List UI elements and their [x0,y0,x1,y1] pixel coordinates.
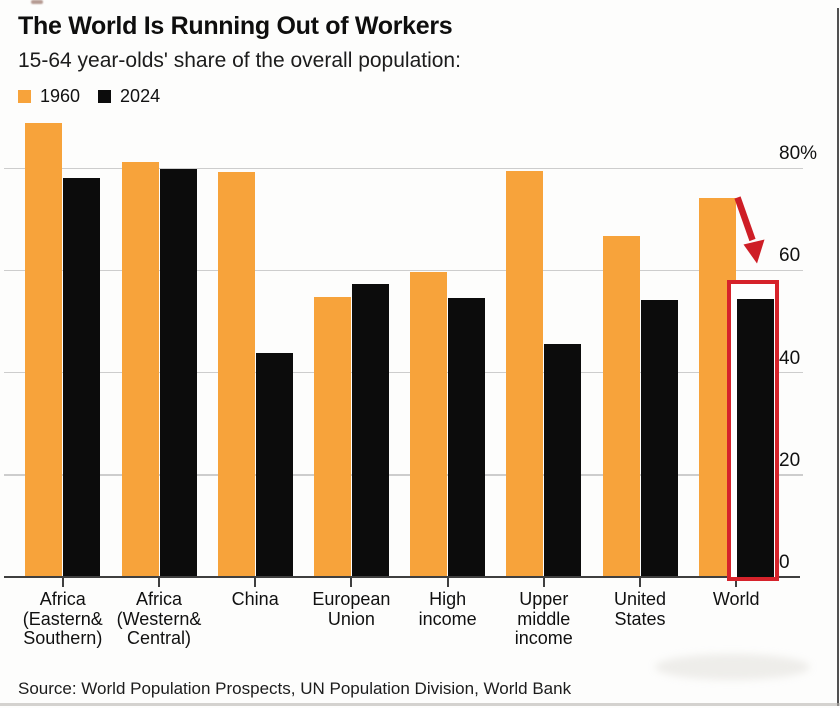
x-tick-0 [61,577,64,587]
x-tick-6 [639,577,641,587]
x-category-label-line: income [514,628,573,648]
x-tick-1 [158,577,160,587]
chart-title: The World Is Running Out of Workers [18,12,453,40]
bar-1960-africa [25,123,63,577]
bar-2024-africa [63,177,101,577]
x-category-label-line: (Eastern& [22,608,103,629]
x-category-label-line: United [613,589,667,609]
gridline-20 [4,474,803,476]
chart-subtitle: 15-64 year-olds' share of the overall po… [18,49,461,72]
x-category-label-line: European [312,589,391,609]
legend-label-2024: 2024 [120,86,161,106]
bar-2024-european [351,284,389,577]
source-note: Source: World Population Prospects, UN P… [18,679,572,698]
bar-2024-world [736,298,774,577]
x-category-label-line: Africa [39,589,86,609]
x-category-label-line: Southern) [23,628,103,648]
screenshot-bottom-border [0,703,840,706]
x-category-label-1: Africa (Western& Central) [97,589,221,649]
x-category-label-line: World [712,589,760,609]
bar-2024-united [640,299,678,577]
x-category-label-0: Africa (Eastern& Southern) [1,589,125,649]
legend-item-1960: 1960 [18,86,80,107]
x-tick-2 [254,577,257,587]
x-category-label-3: European Union [289,589,413,629]
gridline-40 [4,371,803,374]
x-category-label-line: States [614,608,666,629]
x-tick-5 [542,577,545,587]
bar-1960-upper [506,170,544,577]
legend-swatch-orange-icon [18,90,31,103]
y-tick-label-80: 80% [779,143,818,165]
x-category-label-line: Upper [519,589,569,609]
x-tick-3 [350,577,353,587]
bar-1960-european [313,297,351,577]
x-category-label-line: income [418,608,477,629]
x-category-label-line: Central) [126,628,192,648]
x-category-label-4: High income [386,589,510,629]
bar-1960-united [602,236,640,577]
bar-1960-china [217,171,255,577]
bar-2024-high [448,298,486,577]
legend-label-1960: 1960 [40,86,81,106]
x-category-label-line: (Western& [116,608,202,629]
x-tick-7 [735,577,738,587]
x-category-label-line: China [231,589,279,609]
x-category-label-2: China [193,589,317,610]
bar-2024-china [255,352,293,577]
highlight-rect [726,279,779,581]
legend-item-2024: 2024 [98,86,160,107]
x-axis-line [4,575,800,578]
top-edge-speck [31,0,43,4]
gridline-60 [4,269,803,272]
chart-legend: 1960 2024 [18,86,160,107]
bar-1960-high [410,271,448,577]
y-tick-label-40: 40 [779,347,801,369]
x-category-label-5: Upper middle income [482,589,606,649]
x-category-label-6: United States [578,589,702,629]
y-tick-label-0: 0 [779,552,790,573]
x-category-label-7: World [674,589,798,610]
y-tick-label-60: 60 [779,245,801,267]
watermark-smudge [655,654,810,680]
x-category-label-line: Africa [135,589,182,609]
gridline-80 [4,167,803,170]
bar-1960-africa [121,162,159,577]
bar-2024-upper [544,343,582,577]
x-category-label-line: middle [517,608,571,629]
x-tick-4 [446,577,449,587]
screenshot-right-border [836,8,839,706]
y-tick-label-20: 20 [779,449,801,471]
x-category-label-line: High [429,589,467,609]
bar-2024-africa [159,169,197,577]
x-category-label-line: Union [327,608,375,629]
legend-swatch-black-icon [98,90,112,103]
